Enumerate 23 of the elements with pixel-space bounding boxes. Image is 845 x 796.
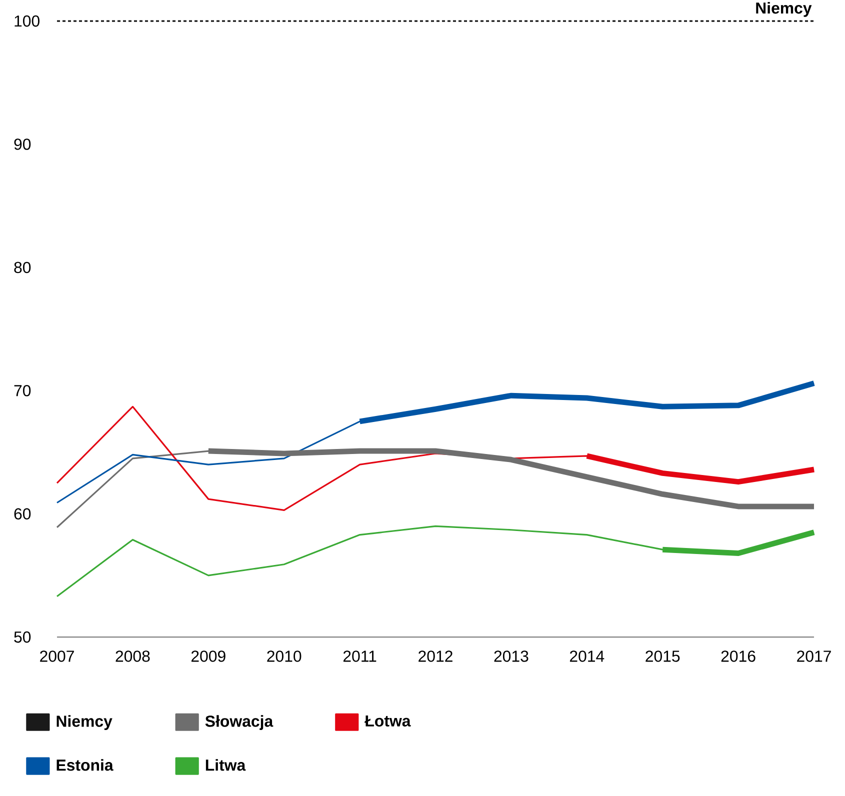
legend-label: Litwa — [206, 759, 246, 771]
x-tick-label: 2014 — [570, 650, 604, 662]
legend-label: Estonia — [56, 759, 114, 771]
y-tick-label: 70 — [14, 385, 31, 396]
x-tick-label: 2012 — [418, 650, 452, 662]
x-tick-label: 2010 — [267, 650, 302, 662]
y-tick-label: 60 — [14, 508, 31, 520]
y-tick-label: 100 — [14, 15, 40, 27]
x-tick-label: 2015 — [646, 650, 680, 662]
legend-label: Łotwa — [364, 715, 411, 727]
legend-label: Słowacja — [205, 715, 274, 730]
x-tick-label: 2016 — [721, 650, 756, 662]
x-tick-label: 2008 — [116, 650, 150, 662]
x-tick-label: 2007 — [40, 650, 74, 662]
legend-label: Niemcy — [56, 715, 112, 730]
annotation: Niemcy — [756, 2, 812, 17]
x-tick-label: 2009 — [191, 650, 226, 662]
y-tick-label: 80 — [14, 262, 31, 274]
x-tick-label: 2011 — [343, 650, 376, 662]
x-tick-label: 2017 — [797, 650, 831, 662]
y-tick-label: 50 — [14, 631, 31, 643]
x-tick-label: 2013 — [494, 650, 528, 662]
y-tick-label: 90 — [14, 138, 31, 150]
